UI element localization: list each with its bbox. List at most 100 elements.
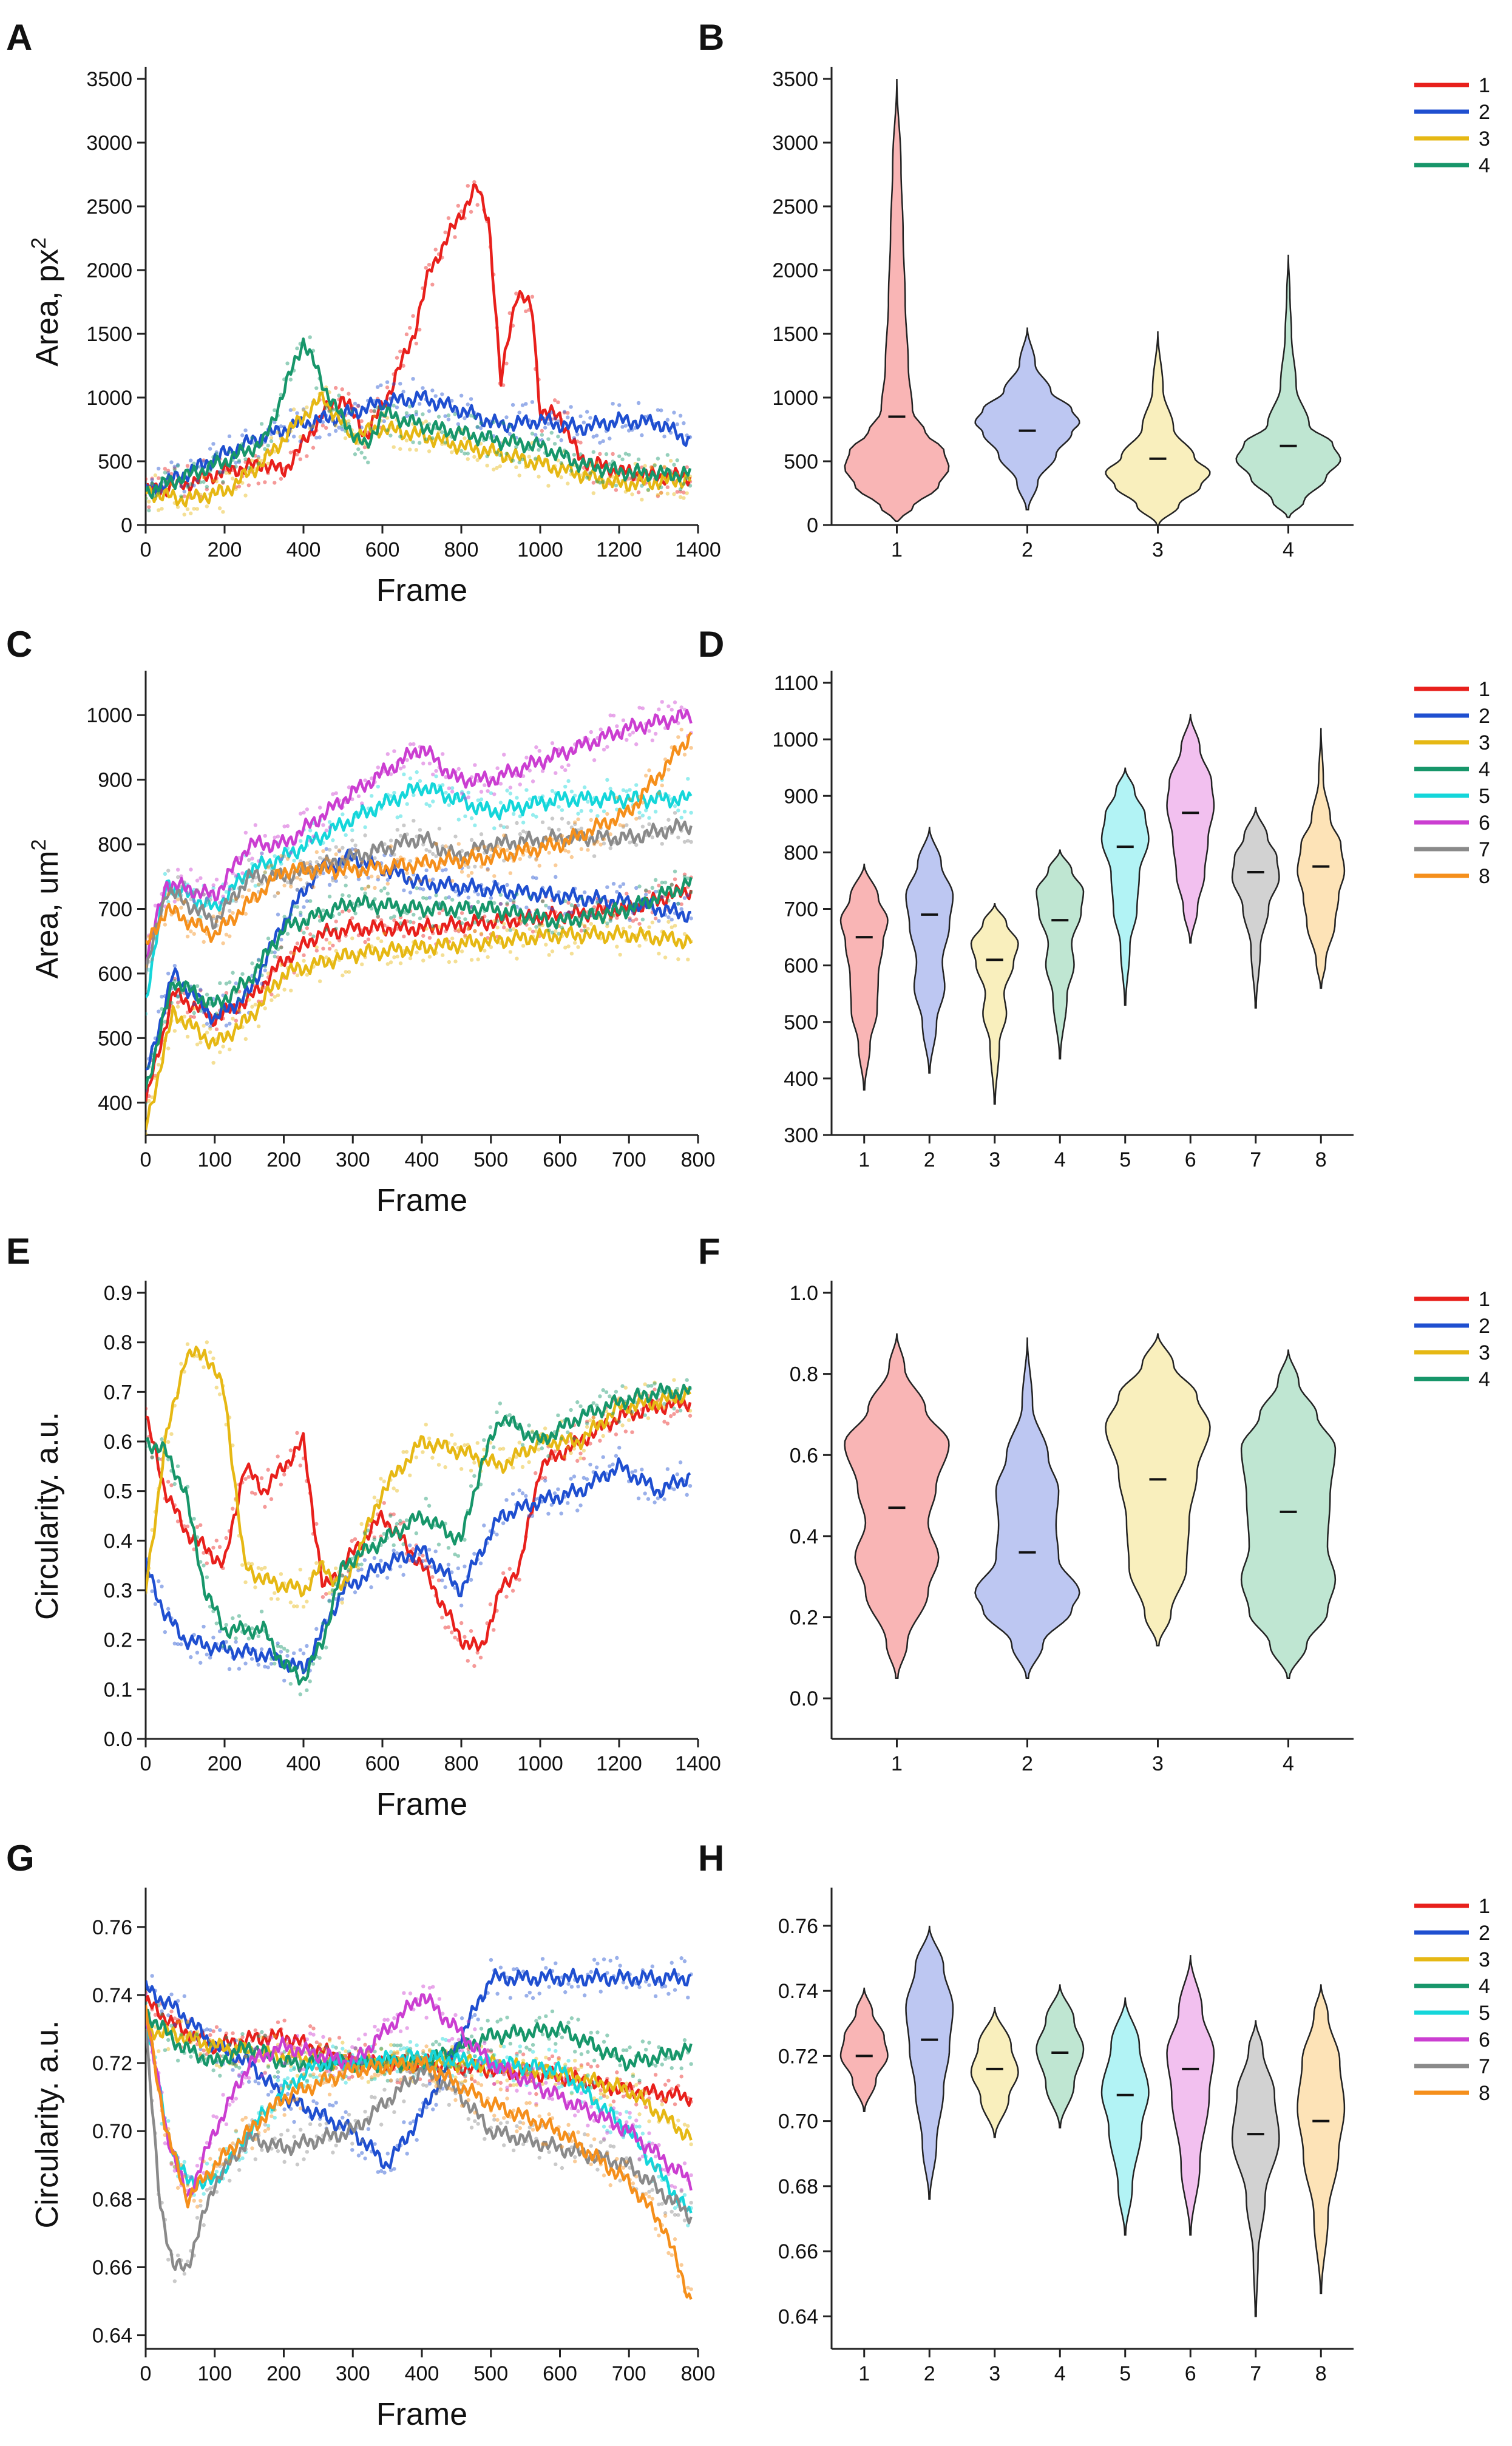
data-point bbox=[511, 2109, 516, 2113]
data-point bbox=[537, 2016, 541, 2020]
data-point bbox=[249, 1626, 254, 1630]
data-point bbox=[395, 2050, 399, 2054]
y-tick-label: 0.72 bbox=[778, 2045, 818, 2068]
data-point bbox=[375, 1574, 380, 1578]
data-point bbox=[585, 1421, 589, 1426]
data-point bbox=[414, 1559, 419, 1564]
data-point bbox=[295, 2073, 300, 2078]
data-point bbox=[147, 505, 151, 509]
data-point bbox=[505, 883, 509, 887]
data-point bbox=[424, 868, 429, 873]
data-point bbox=[620, 457, 625, 461]
data-point bbox=[179, 2033, 183, 2037]
data-point bbox=[172, 2164, 177, 2169]
data-point bbox=[327, 1599, 331, 1604]
data-point bbox=[150, 1528, 154, 1532]
x-tick-label: 1000 bbox=[517, 538, 563, 561]
data-point bbox=[347, 2112, 351, 2117]
data-point bbox=[224, 991, 229, 995]
data-point bbox=[414, 1455, 419, 1460]
data-point bbox=[431, 924, 435, 929]
data-point bbox=[540, 769, 545, 773]
data-point bbox=[476, 892, 480, 896]
data-point bbox=[537, 748, 541, 753]
data-point bbox=[605, 2095, 609, 2099]
data-point bbox=[311, 2033, 316, 2037]
data-point bbox=[172, 468, 177, 472]
data-point bbox=[373, 2072, 377, 2077]
y-tick-label: 500 bbox=[784, 450, 818, 473]
data-point bbox=[172, 1029, 177, 1033]
data-point bbox=[605, 2152, 609, 2156]
data-point bbox=[447, 2038, 452, 2043]
data-point bbox=[337, 848, 342, 852]
data-point bbox=[637, 2156, 642, 2161]
data-point bbox=[463, 917, 467, 921]
data-point bbox=[569, 2145, 574, 2150]
data-point bbox=[253, 2028, 257, 2033]
data-point bbox=[472, 1474, 476, 1478]
data-point bbox=[205, 1561, 209, 1565]
data-point bbox=[511, 2083, 516, 2087]
data-point bbox=[625, 2156, 629, 2161]
data-point bbox=[628, 788, 632, 792]
data-point bbox=[598, 441, 602, 445]
data-point bbox=[605, 811, 609, 816]
data-point bbox=[192, 1002, 196, 1006]
data-point bbox=[259, 422, 264, 426]
data-point bbox=[385, 385, 390, 390]
data-point bbox=[575, 1400, 580, 1404]
data-point bbox=[334, 949, 338, 953]
data-point bbox=[340, 1601, 344, 1605]
data-point bbox=[169, 460, 174, 464]
data-point bbox=[672, 410, 676, 415]
data-point bbox=[647, 2194, 651, 2199]
data-point bbox=[276, 835, 280, 839]
data-point bbox=[466, 2019, 470, 2024]
data-point bbox=[259, 1567, 264, 1571]
data-point bbox=[253, 2046, 257, 2051]
legend-label: 3 bbox=[1479, 127, 1490, 151]
data-point bbox=[459, 1604, 464, 1608]
data-point bbox=[333, 385, 338, 390]
violin-body bbox=[839, 863, 889, 1091]
data-point bbox=[621, 2095, 626, 2099]
data-point bbox=[682, 896, 687, 900]
data-point bbox=[633, 1469, 637, 1473]
data-point bbox=[285, 856, 290, 861]
data-point bbox=[447, 895, 452, 899]
data-point bbox=[608, 1959, 612, 1963]
data-point bbox=[237, 458, 242, 463]
data-point bbox=[179, 906, 183, 910]
data-point bbox=[459, 870, 464, 874]
data-point bbox=[408, 956, 413, 961]
data-point bbox=[447, 2086, 452, 2090]
data-point bbox=[243, 493, 248, 498]
data-point bbox=[563, 1990, 568, 1994]
data-point bbox=[444, 775, 448, 779]
data-point bbox=[492, 2053, 497, 2057]
data-point bbox=[317, 2122, 322, 2127]
data-point bbox=[685, 1492, 689, 1497]
data-point bbox=[582, 929, 587, 933]
data-point bbox=[150, 482, 154, 486]
data-point bbox=[456, 422, 461, 426]
data-point bbox=[412, 818, 416, 823]
data-point bbox=[657, 883, 661, 888]
data-point bbox=[198, 1040, 203, 1045]
data-point bbox=[608, 1421, 612, 1426]
data-point bbox=[208, 2028, 212, 2032]
data-point bbox=[550, 816, 555, 821]
data-point bbox=[334, 879, 338, 883]
data-point bbox=[221, 1045, 225, 1049]
data-point bbox=[282, 1678, 286, 1683]
data-point bbox=[185, 483, 190, 487]
data-point bbox=[492, 467, 496, 472]
data-point bbox=[317, 435, 322, 439]
data-point bbox=[544, 943, 548, 947]
data-point bbox=[436, 415, 441, 419]
data-point bbox=[665, 1467, 670, 1471]
data-point bbox=[637, 2081, 642, 2085]
